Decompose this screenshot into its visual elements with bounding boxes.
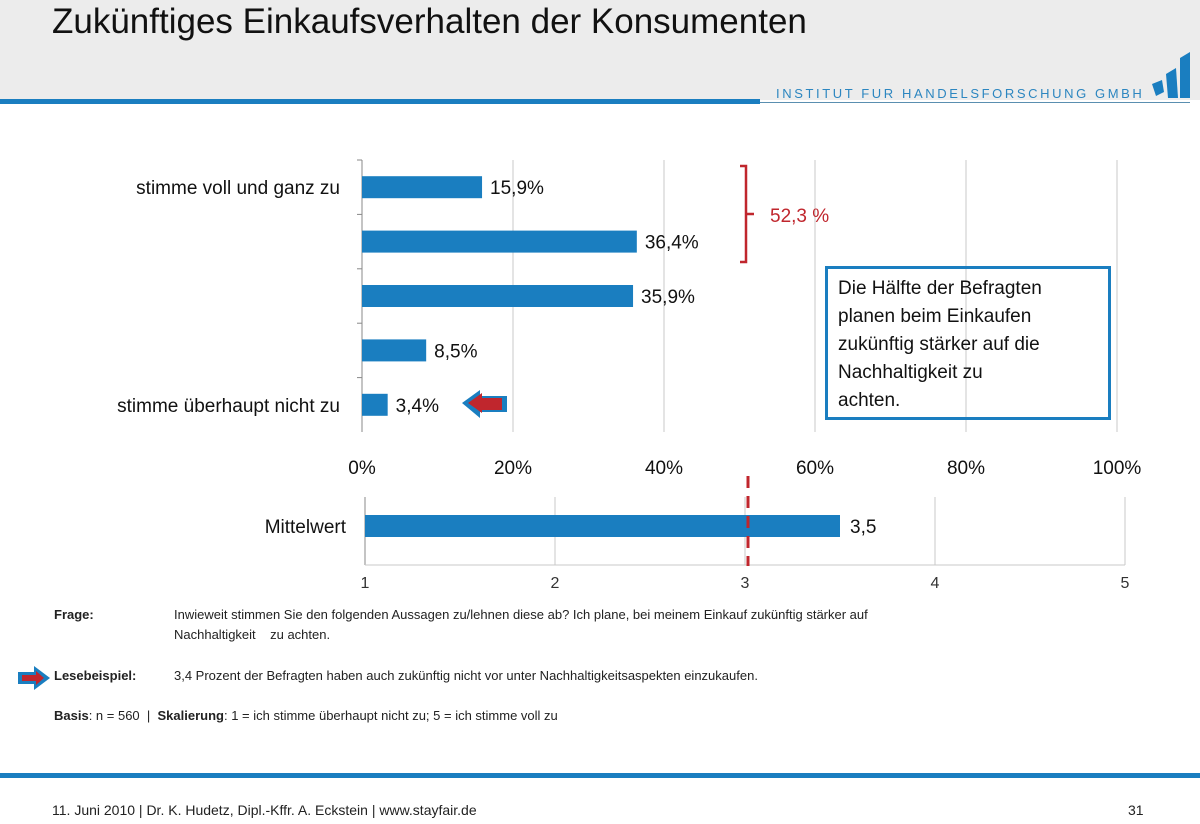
- data-label: 3,4%: [396, 396, 439, 417]
- callout-line: zukünftig stärker auf die: [838, 334, 1040, 355]
- bar: [362, 339, 427, 362]
- x-tick-label: 5: [1121, 575, 1130, 592]
- data-label: 8,5%: [434, 341, 477, 362]
- category-label: Mittelwert: [265, 517, 347, 538]
- basis-line: Basis: n = 560 | Skalierung: 1 = ich sti…: [54, 708, 558, 723]
- arrow-right-icon: [18, 666, 50, 690]
- bar: [362, 285, 634, 307]
- header-thin-line: [760, 102, 1190, 103]
- page-number: 31: [1128, 802, 1144, 818]
- x-tick-label: 60%: [796, 458, 834, 479]
- x-tick-label: 3: [741, 575, 750, 592]
- x-tick-label: 80%: [947, 458, 985, 479]
- header-divider: [0, 99, 760, 104]
- frage-label: Frage:: [54, 607, 94, 622]
- bar: [362, 230, 637, 253]
- x-tick-label: 0%: [348, 458, 376, 479]
- arrow-left-icon-inner: [468, 393, 502, 413]
- skalierung-label: Skalierung: [157, 708, 224, 723]
- data-label: 36,4%: [645, 233, 699, 254]
- institute-logo-icon: [1152, 52, 1190, 98]
- data-label: 3,5: [850, 517, 876, 538]
- frage-text-2: Nachhaltigkeit zu achten.: [174, 627, 331, 642]
- x-tick-label: 20%: [494, 458, 532, 479]
- bracket-label: 52,3 %: [770, 206, 829, 227]
- data-label: 15,9%: [490, 178, 544, 199]
- category-label: stimme voll und ganz zu: [136, 178, 340, 199]
- bar: [362, 393, 388, 416]
- callout-line: Die Hälfte der Befragten: [838, 278, 1042, 299]
- callout-box: Die Hälfte der Befragten planen beim Ein…: [825, 266, 1111, 420]
- callout-line: Nachhaltigkeit zu: [838, 362, 983, 383]
- bar: [362, 176, 483, 199]
- skalierung-text: : 1 = ich stimme überhaupt nicht zu; 5 =…: [223, 708, 558, 723]
- bar: [365, 515, 840, 537]
- data-label: 35,9%: [641, 287, 695, 308]
- chart-area: 0% 20% 40% 60% 80% 100% 15,9% stimme voll und g…: [117, 159, 1142, 592]
- basis-text: : n = 560 |: [88, 708, 158, 723]
- footer-text: 11. Juni 2010 | Dr. K. Hudetz, Dipl.-Kff…: [52, 802, 477, 818]
- slide-title: Zukünftiges Einkaufsverhalten der Konsum…: [52, 2, 807, 41]
- x-tick-label: 40%: [645, 458, 683, 479]
- callout-line: planen beim Einkaufen: [838, 306, 1032, 327]
- category-label: stimme überhaupt nicht zu: [117, 396, 340, 417]
- x-tick-label: 100%: [1093, 458, 1142, 479]
- frage-text: Inwieweit stimmen Sie den folgenden Auss…: [174, 607, 868, 622]
- lese-label: Lesebeispiel:: [54, 668, 137, 683]
- x-tick-label: 2: [551, 575, 560, 592]
- callout-line: achten.: [838, 390, 901, 411]
- x-tick-label: 4: [931, 575, 940, 592]
- x-tick-label: 1: [361, 575, 370, 592]
- bracket: [740, 164, 754, 264]
- institute-name: INSTITUT FUR HANDELSFORSCHUNG GMBH: [776, 86, 1145, 101]
- basis-label: Basis: [54, 708, 89, 723]
- lese-text: 3,4 Prozent der Befragten haben auch zuk…: [174, 668, 758, 683]
- footer-divider: [0, 773, 1200, 778]
- header-band: [0, 0, 1200, 100]
